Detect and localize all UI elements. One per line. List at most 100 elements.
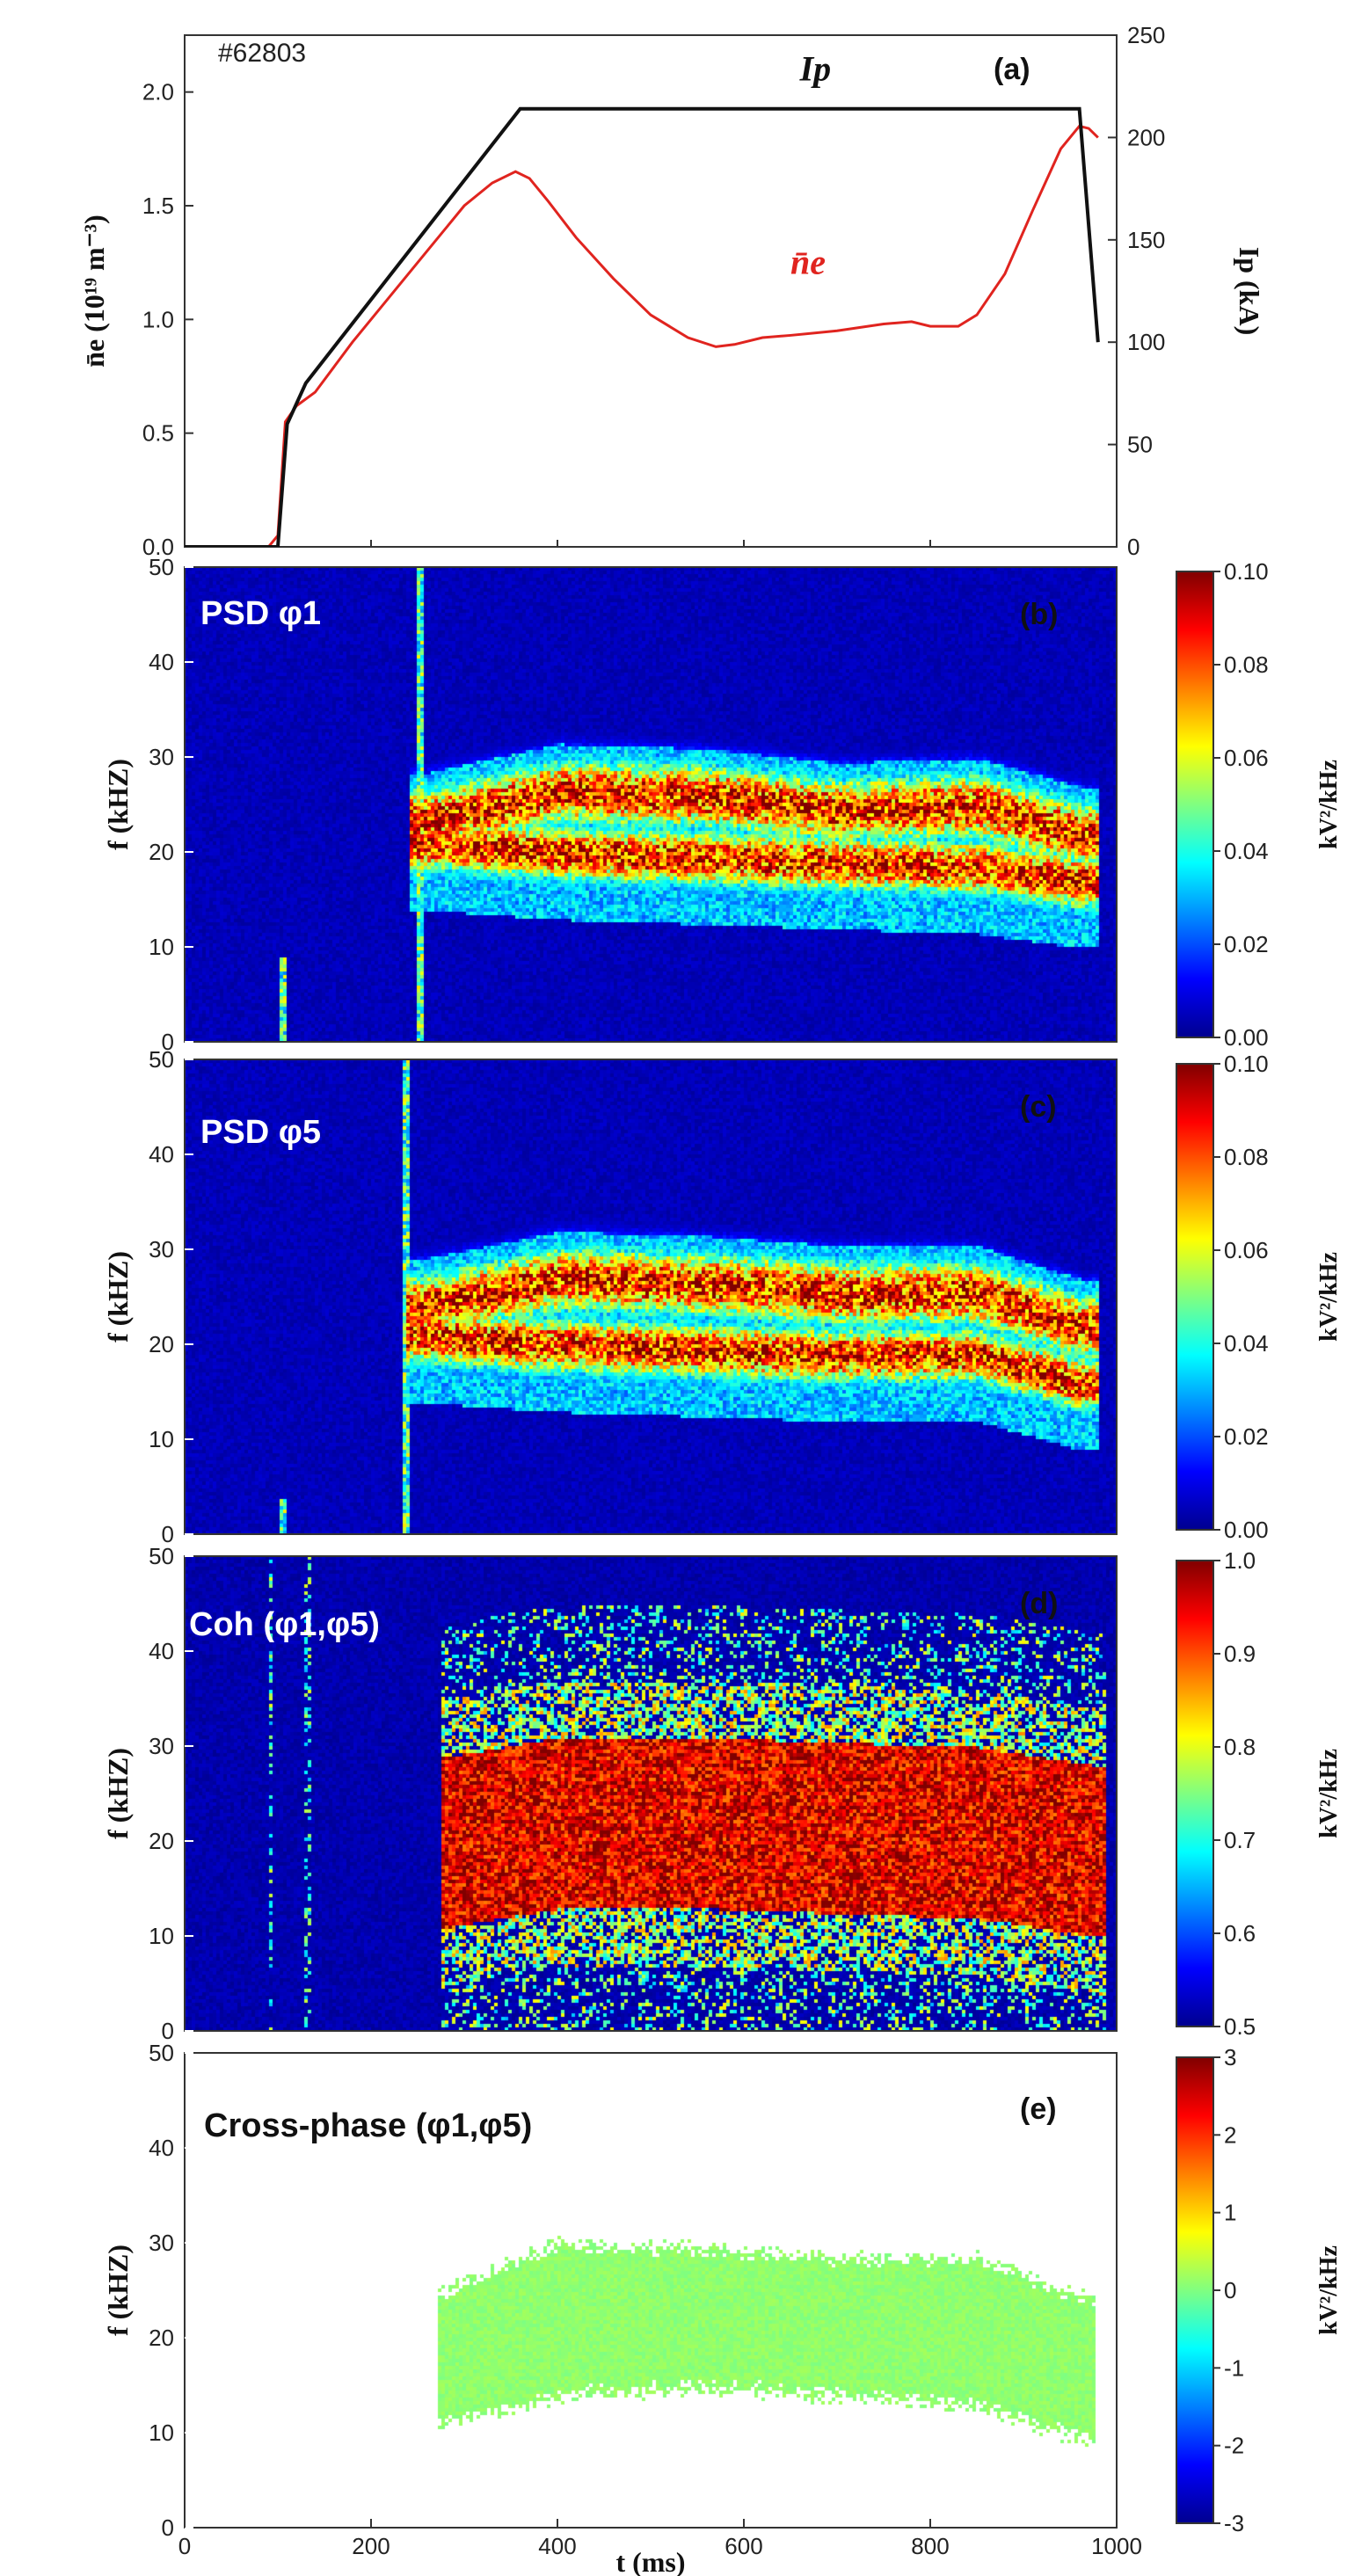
ytick-label: 20 (149, 1828, 174, 1854)
y2tick-label: 50 (1127, 432, 1153, 458)
panel-d-frame (184, 1555, 1118, 2032)
xtick-label: 600 (725, 2533, 762, 2559)
colorbar-tick-label: 0.10 (1224, 1051, 1269, 1077)
panel-label-b: (b) (1020, 598, 1058, 631)
ytick-label: 0.0 (142, 534, 174, 560)
xtick-label: 800 (911, 2533, 949, 2559)
colorbar-label: kV²/kHz (1315, 1749, 1343, 1838)
colorbar-c: 0.00 0.02 0.04 0.06 0.08 0.10 kV²/kHz (1176, 1051, 1343, 1543)
panel-a-frame (184, 34, 1118, 548)
y2tick-label: 150 (1127, 227, 1165, 253)
panel-a-y2label: Ip (kA) (1234, 247, 1265, 335)
panel-a-ylabel: n̄e (10¹⁹ m⁻³) (78, 215, 110, 367)
panel-c-ylabel: f (kHZ) (102, 1251, 134, 1343)
ytick-label: 20 (149, 2325, 174, 2351)
colorbar-gradient (1176, 2056, 1214, 2524)
xtick-label: 400 (538, 2533, 576, 2559)
xtick-label: 0 (178, 2533, 191, 2559)
ytick-label: 10 (149, 1923, 174, 1949)
colorbar-tick-label: 0.06 (1224, 1237, 1269, 1263)
cross-phase-heatmap (185, 2053, 1117, 2528)
panel-a-left-ticks: 0.0 0.5 1.0 1.5 2.0 (142, 79, 931, 560)
ytick-label: 30 (149, 1236, 174, 1263)
panel-d-ylabel: f (kHZ) (102, 1748, 134, 1839)
panel-e-title: Cross-phase (φ1,φ5) (204, 2107, 532, 2144)
ytick-label: 1.0 (142, 306, 174, 332)
colorbar-gradient (1176, 571, 1214, 1038)
panel-label-c: (c) (1020, 1090, 1057, 1124)
ytick-label: 0 (162, 2514, 174, 2541)
panel-e-ticks: 0 10 20 30 40 50 (149, 2040, 193, 2541)
panel-e-ylabel: f (kHZ) (102, 2245, 134, 2336)
colorbar-gradient (1176, 1560, 1214, 2027)
colorbar-d: 0.5 0.6 0.7 0.8 0.9 1.0 kV²/kHz (1176, 1547, 1343, 2040)
y2tick-label: 100 (1127, 329, 1165, 355)
panel-b-title: PSD φ1 (200, 595, 321, 632)
colorbar-label: kV²/kHz (1315, 1252, 1343, 1342)
panel-label-e: (e) (1020, 2092, 1057, 2126)
panel-b-ticks: 0 10 20 30 40 50 (149, 554, 193, 1055)
plasma-current-line (185, 106, 1100, 547)
panel-c-frame (184, 1059, 1118, 1535)
colorbar-tick-label: 0.10 (1224, 558, 1269, 585)
panel-e-frame (184, 2052, 1118, 2529)
colorbar-tick-label: 0.8 (1224, 1734, 1256, 1760)
ytick-label: 50 (149, 554, 174, 580)
ytick-label: 50 (149, 1046, 174, 1073)
colorbar-tick-label: 0.9 (1224, 1641, 1256, 1667)
colorbar-tick-label: 1.0 (1224, 1547, 1256, 1574)
panel-label-d: (d) (1020, 1587, 1058, 1620)
panel-d-title: Coh (φ1,φ5) (189, 1606, 380, 1643)
colorbar-tick-label: 0.06 (1224, 745, 1269, 771)
colorbar-tick-label: 0.08 (1224, 1144, 1269, 1170)
ytick-label: 50 (149, 2040, 174, 2066)
xtick-label: 200 (352, 2533, 390, 2559)
ytick-label: 20 (149, 1331, 174, 1357)
ytick-label: 0 (162, 1521, 174, 1547)
colorbar-b: 0.00 0.02 0.04 0.06 0.08 0.10 kV²/kHz (1176, 558, 1343, 1051)
ytick-label: 40 (149, 2135, 174, 2161)
colorbar-tick-label: -1 (1224, 2354, 1244, 2381)
ne-annotation: n̄e (790, 243, 826, 282)
colorbar-label: kV²/kHz (1315, 760, 1343, 849)
panel-a: 0.0 0.5 1.0 1.5 2.0 0 50 100 150 200 250 #62803 (… (78, 22, 1265, 560)
panel-a-right-ticks: 0 50 100 150 200 250 (1108, 22, 1165, 560)
colorbar-tick-label: 0.6 (1224, 1920, 1256, 1947)
colorbar-tick-label: 0.7 (1224, 1827, 1256, 1853)
ytick-label: 1.5 (142, 193, 174, 219)
ytick-label: 30 (149, 2230, 174, 2256)
colorbar-tick-label: 0.04 (1224, 838, 1269, 864)
psd-phi5-heatmap (185, 1059, 1117, 1534)
ytick-label: 2.0 (142, 79, 174, 106)
colorbar-label: kV²/kHz (1315, 2245, 1343, 2335)
colorbar-tick-label: 0.5 (1224, 2013, 1256, 2040)
colorbar-tick-label: 0.04 (1224, 1330, 1269, 1357)
colorbar-tick-label: 0.08 (1224, 651, 1269, 678)
xtick-label: 1000 (1091, 2533, 1142, 2559)
colorbar-tick-label: -2 (1224, 2433, 1244, 2459)
panel-e-xlabel: t (ms) (615, 2546, 685, 2576)
colorbar-e: -3 -2 -1 0 1 2 3 kV²/kHz (1176, 2044, 1343, 2536)
ytick-label: 30 (149, 744, 174, 770)
ytick-label: 20 (149, 839, 174, 865)
colorbar-gradient (1176, 1063, 1214, 1531)
colorbar-tick-label: 1 (1224, 2200, 1236, 2226)
colorbar-tick-label: 0.02 (1224, 931, 1269, 957)
panel-label-a: (a) (994, 53, 1030, 86)
ytick-label: 40 (149, 1141, 174, 1168)
ytick-label: 10 (149, 1426, 174, 1452)
ytick-label: 30 (149, 1733, 174, 1759)
y2tick-label: 200 (1127, 124, 1165, 150)
shot-number: #62803 (218, 39, 306, 68)
ytick-label: 50 (149, 1543, 174, 1569)
y2tick-label: 0 (1127, 534, 1140, 560)
ytick-label: 0 (162, 1029, 174, 1055)
colorbar-tick-label: 3 (1224, 2044, 1236, 2070)
ytick-label: 40 (149, 649, 174, 675)
panel-b-ylabel: f (kHZ) (102, 759, 134, 850)
colorbar-tick-label: 0.02 (1224, 1423, 1269, 1450)
